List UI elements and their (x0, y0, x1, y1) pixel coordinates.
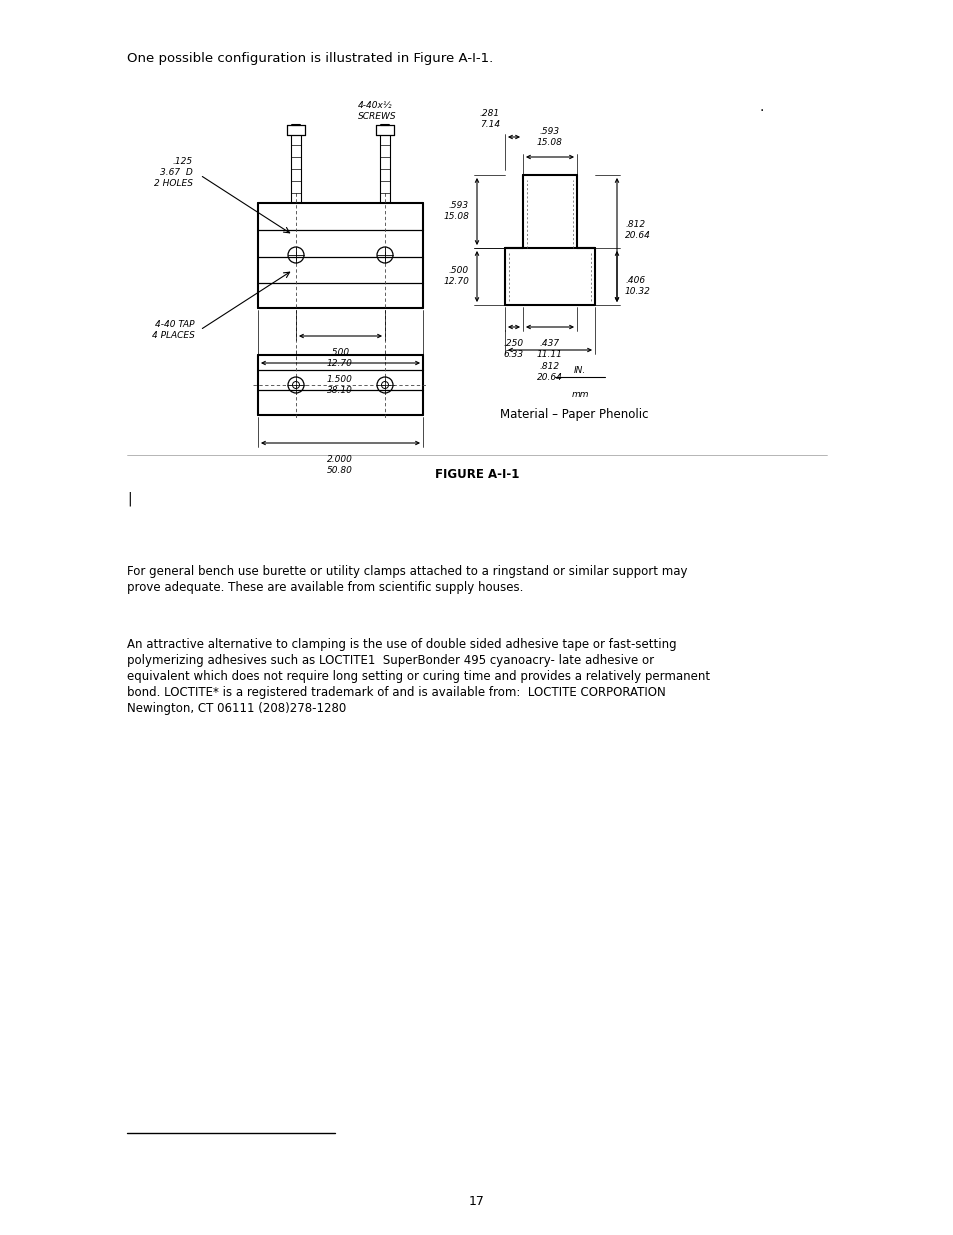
Text: For general bench use burette or utility clamps attached to a ringstand or simil: For general bench use burette or utility… (127, 564, 687, 594)
Text: 17: 17 (469, 1195, 484, 1208)
Text: IN.: IN. (574, 366, 585, 375)
Text: .593
15.08: .593 15.08 (442, 201, 469, 221)
Text: .406
10.32: .406 10.32 (624, 275, 650, 296)
Text: An attractive alternative to clamping is the use of double sided adhesive tape o: An attractive alternative to clamping is… (127, 638, 709, 715)
Text: .281
7.14: .281 7.14 (479, 109, 499, 128)
Text: 4-40 TAP
4 PLACES: 4-40 TAP 4 PLACES (152, 320, 194, 340)
Text: One possible configuration is illustrated in Figure A-I-1.: One possible configuration is illustrate… (127, 52, 493, 65)
Text: mm: mm (571, 390, 588, 399)
Text: 1.500
38.10: 1.500 38.10 (327, 375, 353, 395)
Text: |: | (127, 492, 132, 506)
Text: .125
3.67  D
2 HOLES: .125 3.67 D 2 HOLES (153, 157, 193, 188)
Text: .593
15.08: .593 15.08 (537, 127, 562, 147)
Text: .437
11.11: .437 11.11 (537, 338, 562, 359)
Text: Material – Paper Phenolic: Material – Paper Phenolic (499, 408, 648, 421)
Text: .812
20.64: .812 20.64 (537, 362, 562, 382)
Text: .: . (760, 100, 763, 114)
Text: FIGURE A-I-1: FIGURE A-I-1 (435, 468, 518, 480)
Text: .500
12.70: .500 12.70 (327, 348, 353, 368)
Text: 4-40x½
SCREWS: 4-40x½ SCREWS (357, 101, 396, 121)
Text: 2.000
50.80: 2.000 50.80 (327, 454, 353, 475)
Text: .812
20.64: .812 20.64 (624, 220, 650, 240)
Text: .500
12.70: .500 12.70 (442, 266, 469, 287)
Text: .250
6.33: .250 6.33 (503, 338, 523, 359)
